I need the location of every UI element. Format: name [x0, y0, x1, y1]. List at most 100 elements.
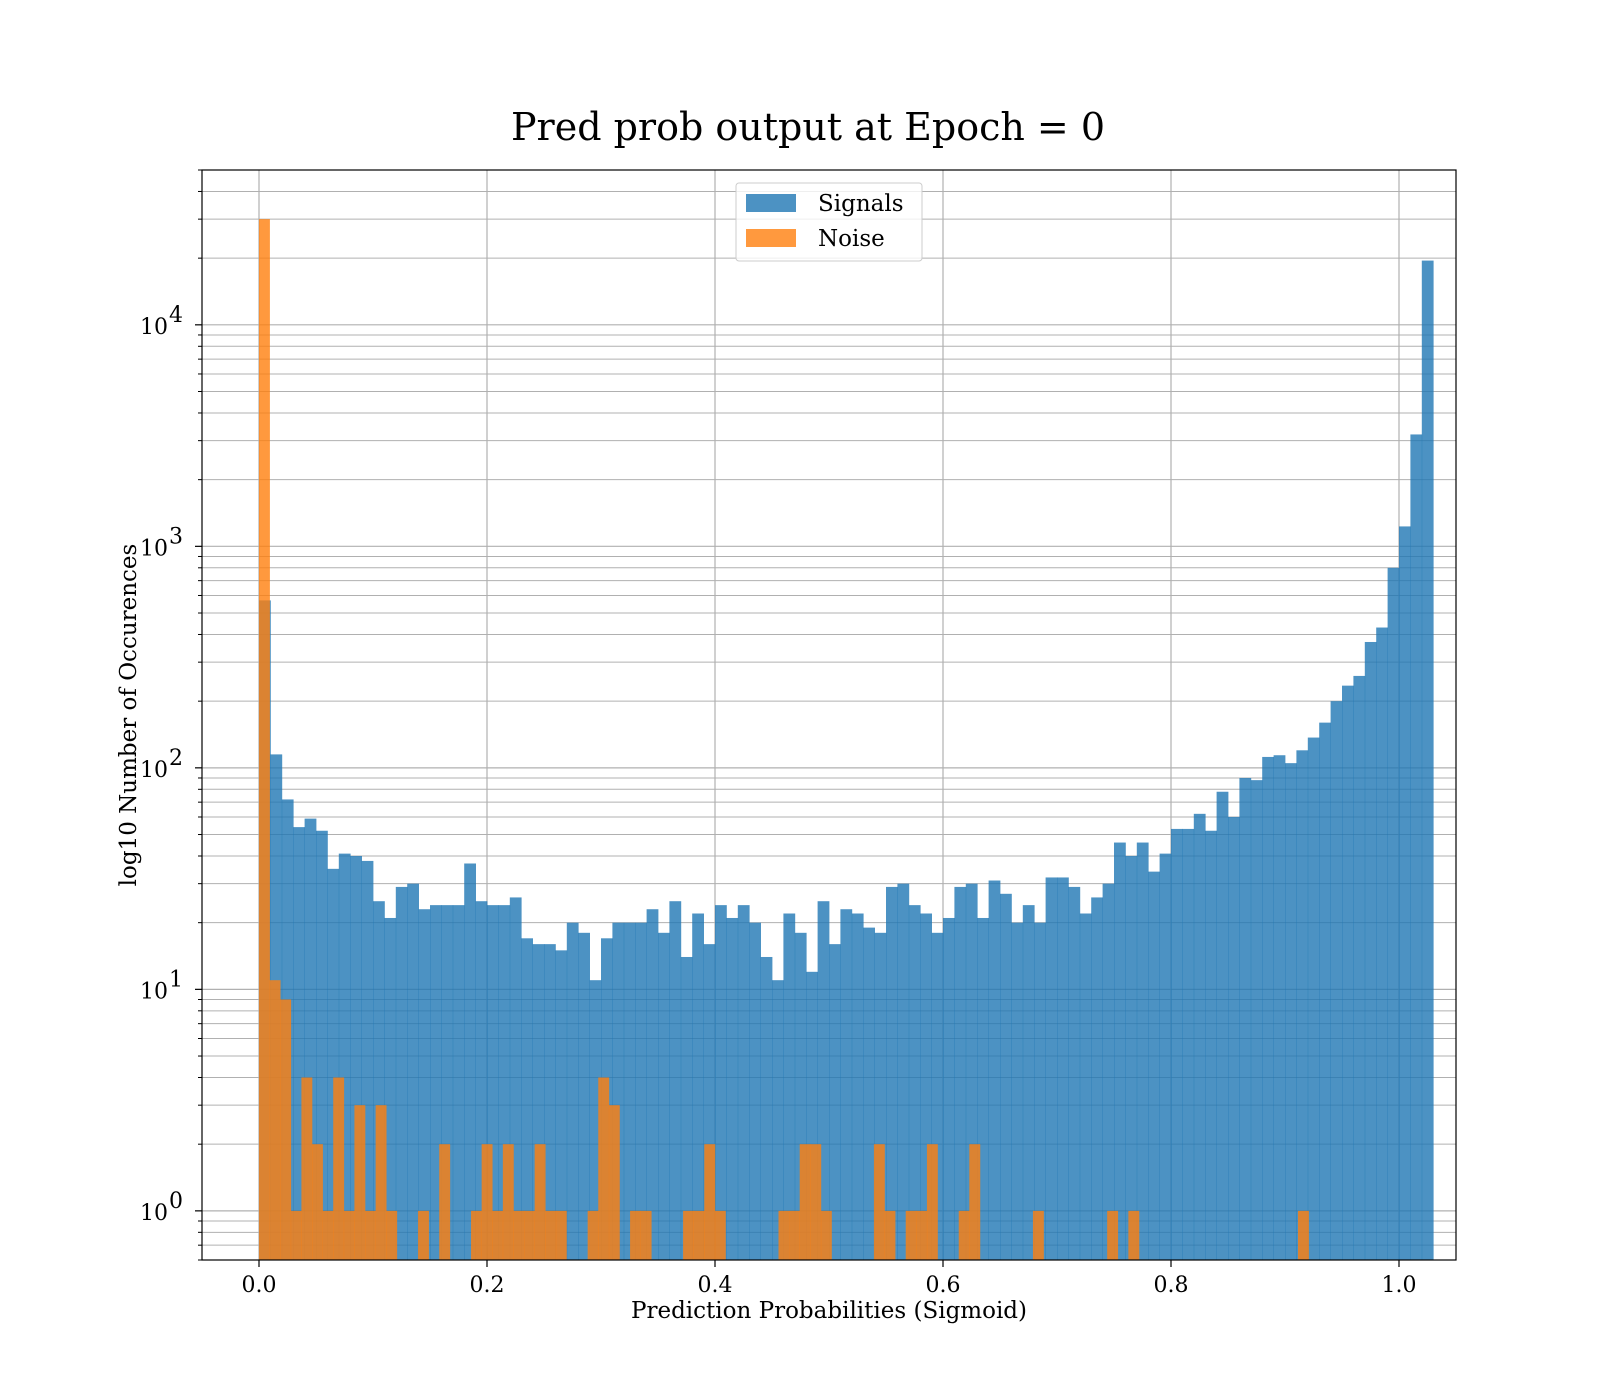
signals-bar	[965, 883, 978, 1260]
noise-bar	[683, 1210, 694, 1260]
noise-bar	[640, 1210, 652, 1260]
noise-bar	[524, 1210, 535, 1260]
noise-bar	[587, 1210, 599, 1260]
signals-bar	[1102, 883, 1115, 1260]
signals-bar	[623, 922, 636, 1260]
signals-bar	[669, 901, 682, 1260]
signals-bar	[293, 827, 305, 1260]
signals-bar	[772, 980, 784, 1260]
signals-bar	[943, 917, 955, 1260]
noise-bar	[375, 1105, 387, 1260]
x-tick-label: 0.0	[242, 1273, 277, 1298]
x-tick-label: 0.2	[470, 1273, 505, 1298]
noise-bar	[778, 1210, 790, 1260]
signals-bar	[612, 922, 625, 1260]
signals-bar	[350, 855, 362, 1260]
signals-bar	[749, 922, 761, 1260]
signals-bar	[1262, 756, 1274, 1260]
signals-bar	[1228, 816, 1240, 1260]
signals-bar	[1399, 526, 1411, 1260]
signals-bar	[829, 944, 841, 1260]
y-tick-exponent: 2	[169, 746, 183, 771]
signals-bar	[395, 886, 408, 1260]
signals-bar	[954, 886, 967, 1260]
signals-bar	[430, 905, 442, 1260]
noise-bar	[259, 219, 270, 1260]
signals-bar	[1057, 877, 1069, 1260]
signals-bar	[988, 880, 1001, 1260]
noise-bar	[1032, 1210, 1044, 1260]
signals-bar	[806, 971, 818, 1260]
noise-bar	[301, 1077, 313, 1260]
noise-bar	[693, 1210, 705, 1260]
signals-bar	[521, 938, 533, 1260]
noise-bar	[386, 1210, 398, 1260]
signals-bar	[1148, 871, 1160, 1260]
noise-bar	[926, 1144, 938, 1260]
signals-bar	[1307, 737, 1320, 1260]
signals-bar	[1068, 886, 1081, 1260]
y-tick-label: 10	[140, 536, 168, 561]
signals-bar	[931, 932, 944, 1260]
legend-label-signals: Signals	[818, 191, 904, 217]
signals-bar	[1205, 830, 1217, 1260]
noise-bar	[365, 1210, 376, 1260]
signals-bar	[1410, 434, 1423, 1260]
noise-bar	[354, 1105, 366, 1260]
signals-bar	[1421, 260, 1434, 1260]
signals-bar	[1182, 828, 1195, 1260]
signals-bar	[726, 917, 739, 1260]
signals-bar	[578, 932, 590, 1260]
y-tick-exponent: 1	[169, 967, 183, 992]
signals-bar	[1285, 763, 1297, 1260]
noise-bar	[630, 1210, 641, 1260]
signals-bar	[817, 901, 830, 1260]
signals-bar	[1376, 627, 1388, 1260]
signals-bar	[509, 897, 522, 1260]
signals-bar	[703, 944, 716, 1260]
signals-bars	[259, 260, 1434, 1260]
x-tick-label: 0.8	[1154, 1273, 1189, 1298]
signals-bar	[1034, 922, 1046, 1260]
plot-frame	[201, 169, 1457, 1261]
signals-bar	[1011, 922, 1024, 1260]
y-tick-exponent: 4	[169, 303, 183, 328]
noise-bar	[714, 1210, 726, 1260]
signals-bar	[441, 905, 454, 1260]
signals-bar	[452, 905, 465, 1260]
signals-bar	[407, 883, 419, 1260]
noise-bar	[1297, 1210, 1309, 1260]
noise-bar	[810, 1144, 822, 1260]
signals-bar	[327, 868, 340, 1260]
signals-bar	[794, 932, 807, 1260]
signals-bar	[646, 909, 659, 1260]
noise-bar	[502, 1144, 514, 1260]
legend: Signals Noise	[735, 182, 923, 262]
noise-bar	[1128, 1210, 1140, 1260]
signals-bar	[498, 905, 511, 1260]
signals-bar	[851, 913, 864, 1260]
noise-bar	[873, 1144, 885, 1260]
signals-bar	[1091, 897, 1103, 1260]
noise-bar	[280, 999, 292, 1260]
y-axis-label: log10 Number of Occurences	[116, 544, 142, 887]
noise-bar	[312, 1144, 323, 1260]
signals-bar	[920, 913, 932, 1260]
signals-bar	[1342, 685, 1354, 1260]
signals-bar	[783, 913, 796, 1260]
signals-bar	[840, 909, 853, 1260]
signals-bar	[692, 913, 704, 1260]
noise-bar	[439, 1144, 451, 1260]
y-tick-label: 10	[140, 315, 168, 340]
signals-bar	[1319, 722, 1331, 1260]
signals-bar	[338, 853, 351, 1260]
legend-swatch-noise	[746, 229, 796, 247]
noise-bar	[492, 1210, 504, 1260]
noise-bar	[704, 1144, 716, 1260]
signals-bar	[373, 901, 385, 1260]
signals-bar	[316, 830, 328, 1260]
signals-bar	[863, 927, 875, 1260]
x-axis-ticks: 0.0 0.2 0.4 0.6 0.8 1.0	[242, 1260, 1417, 1298]
